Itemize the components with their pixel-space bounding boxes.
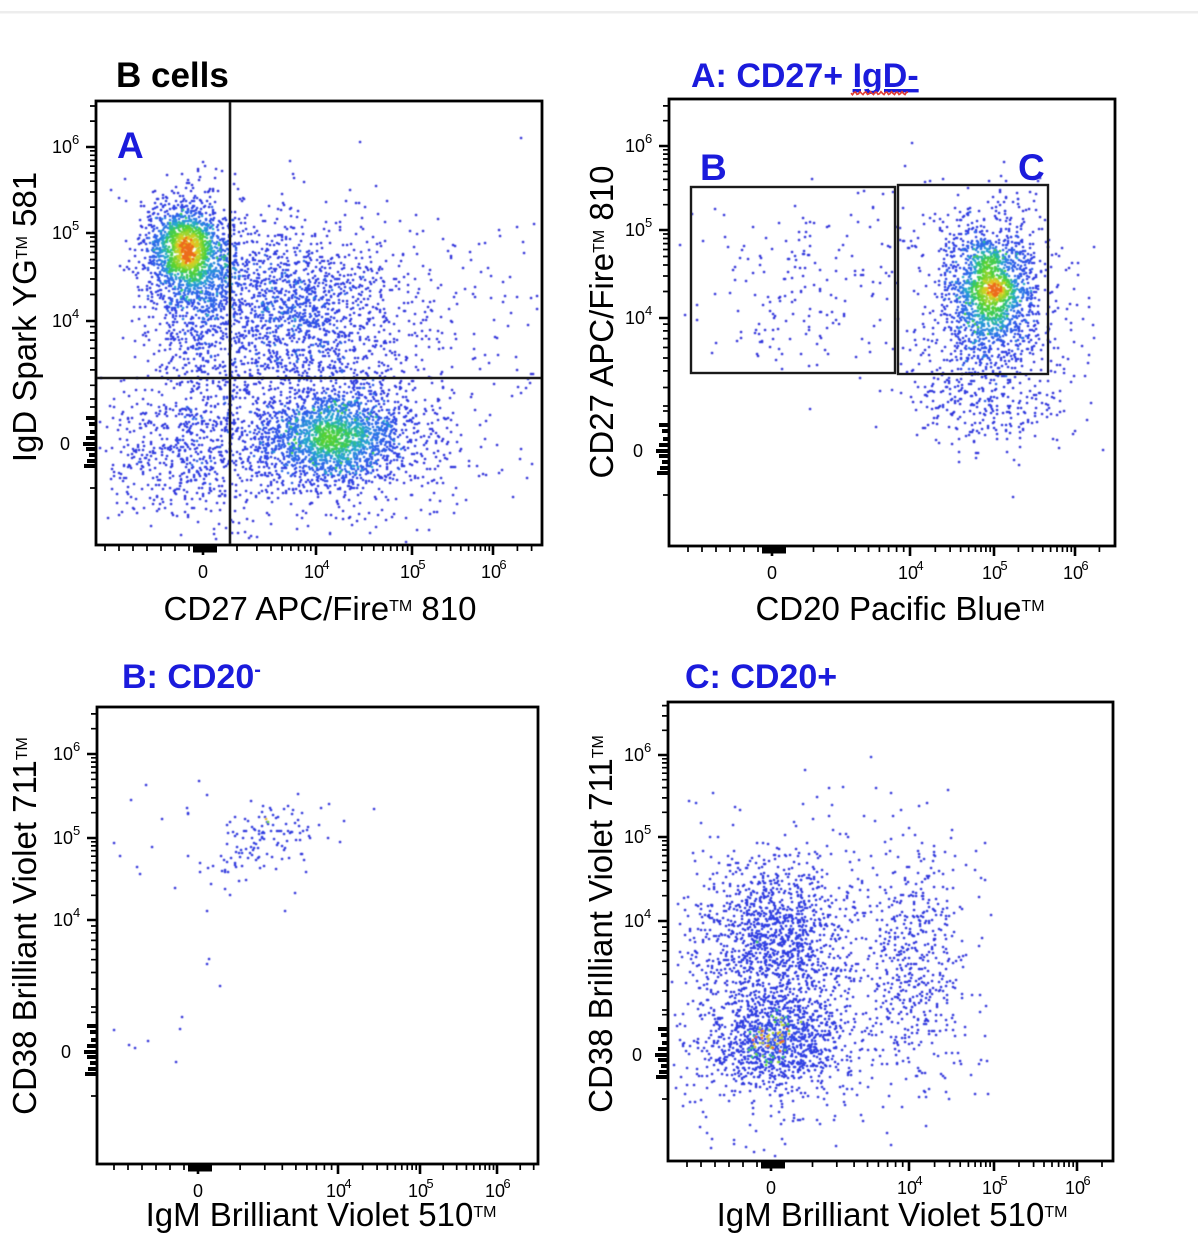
svg-text:6: 6 xyxy=(1081,558,1088,573)
svg-text:10: 10 xyxy=(52,223,72,243)
svg-text:0: 0 xyxy=(632,1045,642,1065)
svg-text:CD27 APC/FireTM 810: CD27 APC/FireTM 810 xyxy=(164,590,477,627)
svg-text:10: 10 xyxy=(624,911,644,931)
svg-text:5: 5 xyxy=(72,218,79,233)
svg-text:10: 10 xyxy=(625,308,645,328)
svg-text:10: 10 xyxy=(408,1181,428,1201)
svg-text:B: B xyxy=(700,147,727,188)
svg-text:4: 4 xyxy=(644,906,651,921)
svg-text:10: 10 xyxy=(624,827,644,847)
svg-text:4: 4 xyxy=(915,1173,922,1188)
svg-text:4: 4 xyxy=(645,303,652,318)
svg-text:4: 4 xyxy=(322,557,329,572)
svg-text:5: 5 xyxy=(73,823,80,838)
svg-text:4: 4 xyxy=(73,905,80,920)
svg-text:0: 0 xyxy=(766,1178,776,1198)
svg-text:0: 0 xyxy=(60,434,70,454)
svg-text:6: 6 xyxy=(645,131,652,146)
svg-text:IgD Spark YGTM 581: IgD Spark YGTM 581 xyxy=(6,172,43,462)
svg-text:5: 5 xyxy=(1000,1173,1007,1188)
svg-text:0: 0 xyxy=(767,563,777,583)
svg-text:B: CD20-: B: CD20- xyxy=(122,658,261,696)
svg-text:6: 6 xyxy=(644,740,651,755)
svg-text:B cells: B cells xyxy=(116,56,229,95)
svg-text:5: 5 xyxy=(645,215,652,230)
svg-text:IgM Brilliant Violet 510TM: IgM Brilliant Violet 510TM xyxy=(717,1196,1068,1233)
svg-text:C: C xyxy=(1018,147,1045,188)
svg-text:10: 10 xyxy=(625,136,645,156)
svg-text:10: 10 xyxy=(898,563,918,583)
svg-text:10: 10 xyxy=(52,311,72,331)
svg-text:CD38 Brilliant Violet 711TM: CD38 Brilliant Violet 711TM xyxy=(6,737,43,1115)
svg-text:5: 5 xyxy=(418,557,425,572)
svg-text:0: 0 xyxy=(193,1181,203,1201)
svg-text:10: 10 xyxy=(481,562,501,582)
svg-text:4: 4 xyxy=(344,1176,351,1191)
svg-text:CD38 Brilliant Violet 711TM: CD38 Brilliant Violet 711TM xyxy=(582,735,619,1113)
svg-text:CD20 Pacific BlueTM: CD20 Pacific BlueTM xyxy=(755,590,1044,627)
svg-text:C: CD20+: C: CD20+ xyxy=(685,658,837,696)
svg-text:0: 0 xyxy=(61,1042,71,1062)
svg-text:10: 10 xyxy=(982,563,1002,583)
svg-text:10: 10 xyxy=(400,562,420,582)
svg-text:5: 5 xyxy=(426,1176,433,1191)
svg-text:0: 0 xyxy=(633,441,643,461)
svg-text:10: 10 xyxy=(1063,563,1083,583)
svg-text:10: 10 xyxy=(326,1181,346,1201)
svg-text:5: 5 xyxy=(1000,558,1007,573)
svg-text:10: 10 xyxy=(625,220,645,240)
svg-text:10: 10 xyxy=(1065,1178,1085,1198)
svg-text:4: 4 xyxy=(916,558,923,573)
svg-text:6: 6 xyxy=(503,1176,510,1191)
svg-text:4: 4 xyxy=(72,306,79,321)
svg-text:10: 10 xyxy=(982,1178,1002,1198)
svg-text:6: 6 xyxy=(499,557,506,572)
svg-text:5: 5 xyxy=(644,822,651,837)
svg-text:6: 6 xyxy=(72,132,79,147)
svg-text:CD27 APC/FireTM 810: CD27 APC/FireTM 810 xyxy=(583,166,620,479)
svg-text:0: 0 xyxy=(198,562,208,582)
svg-text:10: 10 xyxy=(53,910,73,930)
svg-text:10: 10 xyxy=(304,562,324,582)
svg-text:10: 10 xyxy=(624,745,644,765)
svg-text:10: 10 xyxy=(53,744,73,764)
svg-text:10: 10 xyxy=(485,1181,505,1201)
svg-text:6: 6 xyxy=(73,739,80,754)
svg-text:A: CD27+ IgD-: A: CD27+ IgD- xyxy=(691,57,919,95)
svg-text:10: 10 xyxy=(52,137,72,157)
svg-text:A: A xyxy=(117,125,144,166)
svg-text:6: 6 xyxy=(1083,1173,1090,1188)
svg-text:10: 10 xyxy=(897,1178,917,1198)
svg-text:10: 10 xyxy=(53,828,73,848)
svg-text:IgM Brilliant Violet 510TM: IgM Brilliant Violet 510TM xyxy=(146,1196,497,1233)
